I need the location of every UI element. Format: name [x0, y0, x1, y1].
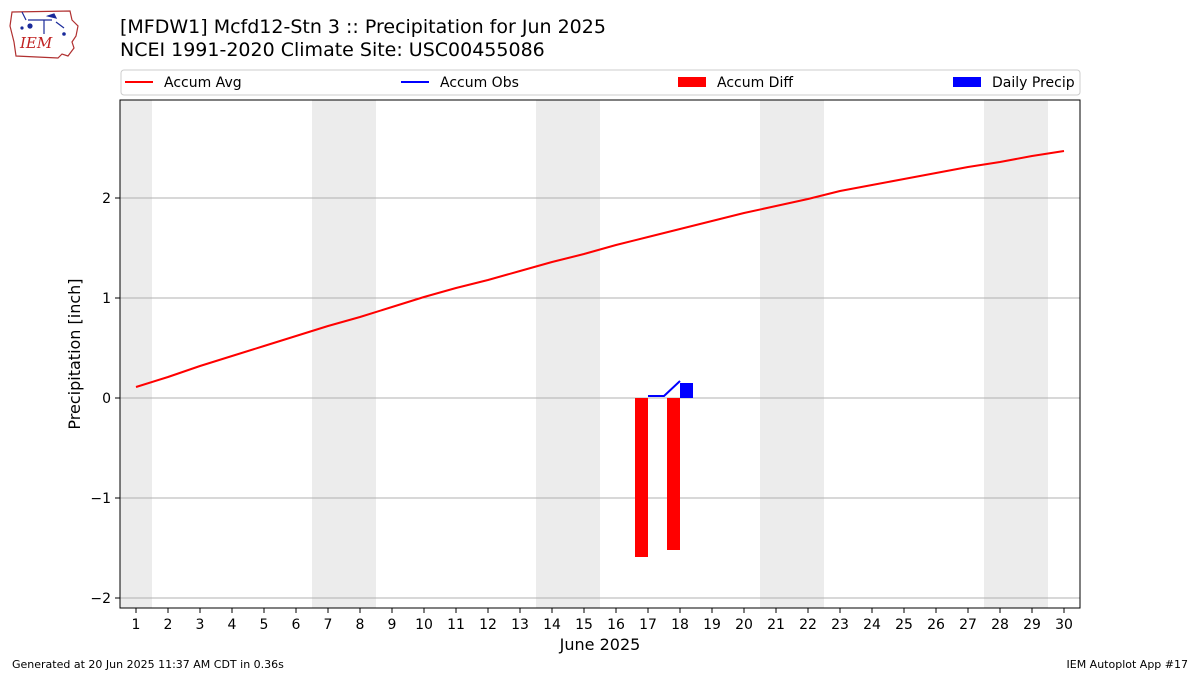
iowa-state-outline-icon: [9, 10, 79, 59]
legend-swatch: [953, 77, 981, 87]
x-tick-label: 20: [735, 617, 753, 633]
weekend-band: [120, 100, 152, 608]
x-tick-label: 5: [260, 617, 269, 633]
weekend-band: [984, 100, 1048, 608]
x-tick-label: 26: [927, 617, 945, 633]
x-tick-label: 7: [324, 617, 333, 633]
x-tick-label: 10: [415, 617, 433, 633]
x-tick-label: 2: [164, 617, 173, 633]
x-tick-label: 30: [1055, 617, 1073, 633]
x-axis-label: June 2025: [559, 635, 641, 654]
x-tick-label: 29: [1023, 617, 1041, 633]
weekend-band: [760, 100, 824, 608]
weekend-band: [536, 100, 600, 608]
x-tick-label: 24: [863, 617, 881, 633]
x-tick-label: 3: [196, 617, 205, 633]
chart-subtitle: NCEI 1991-2020 Climate Site: USC00455086: [120, 39, 545, 61]
legend-box: [120, 69, 1081, 96]
generated-timestamp: Generated at 20 Jun 2025 11:37 AM CDT in…: [12, 658, 284, 671]
y-tick-label: −1: [90, 491, 111, 507]
x-tick-label: 9: [388, 617, 397, 633]
weekend-shading: [120, 100, 1048, 608]
x-tick-label: 21: [767, 617, 785, 633]
app-label: IEM Autoplot App #17: [1066, 658, 1189, 671]
x-tick-label: 12: [479, 617, 497, 633]
x-tick-label: 19: [703, 617, 721, 633]
x-tick-label: 16: [607, 617, 625, 633]
weekend-band: [312, 100, 376, 608]
legend-label: Accum Avg: [164, 75, 242, 91]
x-tick-label: 11: [447, 617, 465, 633]
chart-title: [MFDW1] Mcfd12-Stn 3 :: Precipitation fo…: [120, 16, 606, 38]
x-tick-label: 4: [228, 617, 237, 633]
accum-obs-line: [648, 380, 681, 397]
daily-precip-bar: [680, 383, 693, 398]
x-tick-label: 25: [895, 617, 913, 633]
x-tick-label: 13: [511, 617, 529, 633]
legend-label: Accum Obs: [440, 75, 519, 91]
x-axis: 1 2 3 4 5 6 7 8 9 10 11 12 13 14 15 16 17 18 19 20 21 22 23 24 2…: [132, 608, 1073, 633]
horizontal-gridlines: [120, 197, 1080, 599]
x-tick-label: 22: [799, 617, 817, 633]
x-tick-label: 17: [639, 617, 657, 633]
x-tick-label: 18: [671, 617, 689, 633]
legend-label: Accum Diff: [717, 75, 793, 91]
bar-series: [635, 383, 693, 557]
legend: Accum Avg Accum Obs Accum Diff Daily Precip: [120, 69, 1081, 96]
y-tick-label: 2: [102, 191, 111, 207]
x-tick-label: 15: [575, 617, 593, 633]
accum-diff-bar: [635, 398, 648, 557]
y-tick-label: 1: [102, 291, 111, 307]
iem-logo: IEM: [9, 10, 79, 59]
y-tick-label: −2: [90, 591, 111, 607]
legend-swatch: [678, 77, 706, 87]
y-tick-label: 0: [102, 391, 111, 407]
x-tick-label: 23: [831, 617, 849, 633]
x-tick-label: 1: [132, 617, 141, 633]
x-tick-label: 27: [959, 617, 977, 633]
accum-diff-bar: [667, 398, 680, 550]
x-tick-label: 28: [991, 617, 1009, 633]
legend-label: Daily Precip: [992, 75, 1075, 91]
x-tick-label: 6: [292, 617, 301, 633]
y-axis: 2 1 0 −1 −2: [90, 191, 120, 607]
plot-frame: [119, 99, 1081, 609]
x-tick-label: 14: [543, 617, 561, 633]
y-axis-label: Precipitation [inch]: [65, 278, 84, 429]
x-tick-label: 8: [356, 617, 365, 633]
accum-avg-line: [135, 150, 1065, 388]
logo-text: IEM: [19, 34, 53, 52]
weather-instrument-icon: [20, 11, 66, 36]
line-series: [135, 150, 1065, 397]
